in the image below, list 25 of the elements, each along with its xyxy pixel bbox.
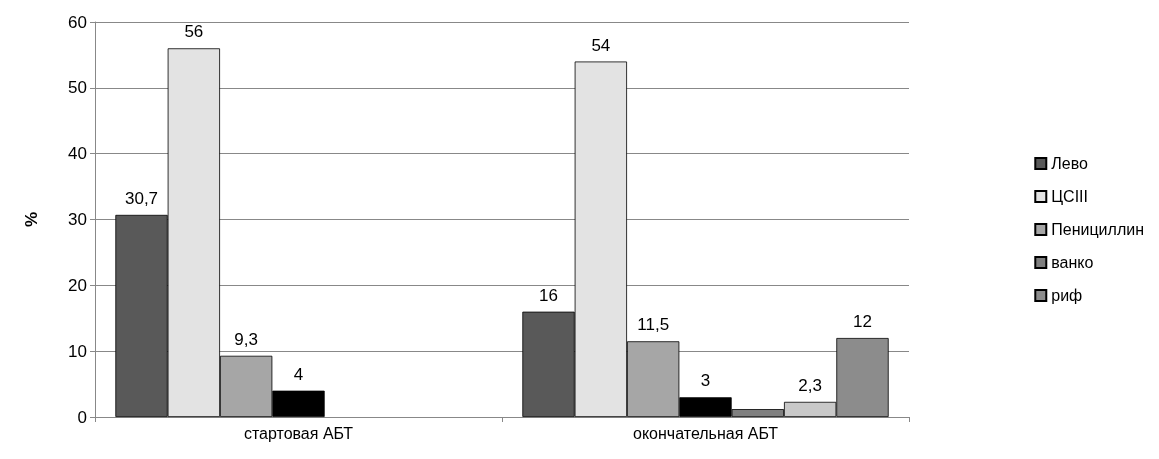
y-tick-label: 60 (68, 12, 87, 32)
legend-label: Лево (1051, 155, 1088, 172)
legend-label: риф (1051, 287, 1083, 304)
x-tick-label: окончательная АБТ (633, 424, 779, 442)
y-tick-label: 40 (68, 144, 87, 164)
data-label: 2,3 (798, 375, 822, 395)
data-label: 3 (700, 371, 711, 391)
data-label: 9,3 (234, 329, 258, 349)
data-label: 12 (853, 312, 872, 331)
y-axis-title: % (22, 211, 41, 228)
y-tick-label: 20 (68, 275, 87, 295)
data-label: 11,5 (637, 315, 670, 335)
legend-label: ванко (1051, 254, 1094, 271)
x-tick-label: стартовая АБТ (243, 424, 354, 442)
legend-label: Пенициллин (1051, 221, 1144, 238)
data-label: 30,7 (124, 188, 159, 208)
y-tick-label: 30 (68, 210, 87, 229)
data-label: 4 (293, 364, 304, 384)
y-tick-label: 50 (68, 78, 87, 98)
y-tick-label: 10 (68, 341, 87, 361)
legend-label: ЦСIII (1051, 188, 1089, 205)
y-tick-label: 0 (77, 407, 87, 427)
data-label: 56 (184, 22, 204, 42)
data-label: 54 (591, 35, 611, 55)
data-label: 16 (539, 285, 558, 305)
